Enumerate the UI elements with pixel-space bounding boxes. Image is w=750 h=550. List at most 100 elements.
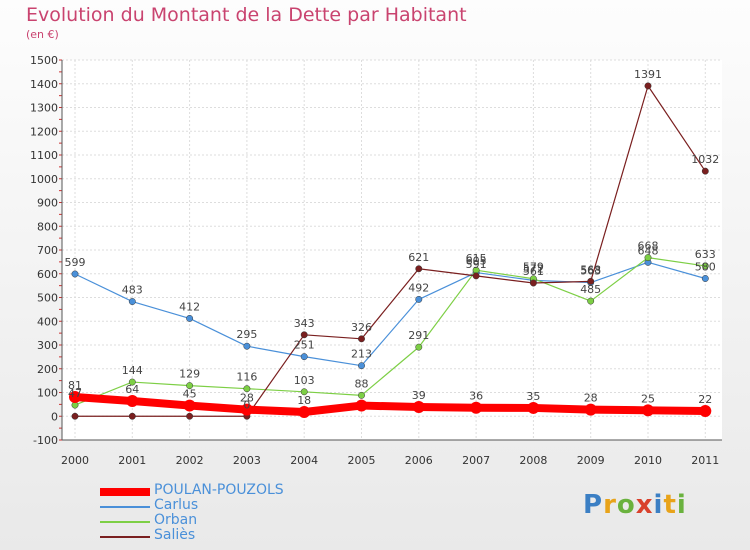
data-label: 64	[125, 383, 139, 396]
data-point	[470, 401, 483, 414]
data-point	[644, 82, 652, 90]
y-tick-label: 700	[37, 244, 58, 257]
data-point	[358, 335, 365, 343]
logo-letter: i	[676, 490, 687, 520]
x-tick-label: 2001	[118, 454, 146, 467]
data-point	[128, 298, 136, 305]
y-tick-label: 900	[37, 197, 58, 210]
data-label: 605	[466, 255, 487, 268]
data-label: 615	[466, 252, 487, 265]
legend-swatch-poulan-pouzols	[100, 488, 150, 496]
data-label: 1032	[691, 153, 719, 166]
data-point	[126, 395, 139, 408]
data-point	[701, 275, 709, 282]
y-tick-label: 1000	[30, 173, 58, 186]
data-label: 45	[183, 388, 197, 401]
data-label: 412	[179, 300, 200, 313]
data-label: 580	[695, 261, 716, 274]
line-chart: -100 0 100 200 300 400 500 600 700 800 900 1000 1100…	[30, 54, 722, 467]
data-point	[701, 167, 709, 175]
data-point	[243, 385, 251, 393]
data-point	[415, 265, 423, 273]
data-label: 251	[294, 339, 315, 352]
data-point	[587, 297, 595, 305]
data-label: 633	[695, 248, 716, 261]
y-tick-label: 300	[37, 339, 58, 352]
data-point	[71, 270, 79, 278]
data-label: 568	[580, 263, 601, 276]
data-label: 561	[523, 265, 544, 278]
data-point	[186, 412, 194, 420]
data-point	[415, 343, 423, 351]
x-tick-label: 2010	[634, 454, 662, 467]
logo-letter: x	[635, 490, 654, 520]
y-tick-label: 800	[37, 220, 58, 233]
data-label: 36	[469, 390, 483, 403]
chart-subtitle: (en €)	[26, 28, 59, 41]
y-tick-label: 0	[51, 410, 58, 423]
data-point	[240, 403, 253, 416]
y-tick-label: -100	[33, 434, 58, 447]
logo-letter: r	[603, 490, 617, 520]
data-label: 213	[351, 348, 372, 361]
data-label: 129	[179, 368, 200, 381]
data-label: 291	[408, 329, 429, 342]
data-label: 116	[236, 371, 257, 384]
y-tick-label: 500	[37, 292, 58, 305]
data-label: 88	[355, 377, 369, 390]
x-tick-label: 2005	[348, 454, 376, 467]
data-point	[415, 295, 423, 303]
data-point	[644, 254, 652, 262]
series-line-saliès	[74, 85, 706, 417]
data-label: 0	[243, 398, 250, 411]
data-label: 81	[68, 379, 82, 392]
data-label: 295	[236, 328, 257, 341]
data-point	[128, 378, 136, 386]
data-point	[358, 391, 365, 399]
data-point	[701, 262, 709, 270]
data-label: 35	[526, 390, 540, 403]
legend-label-carlus: Carlus	[154, 497, 199, 513]
legend-swatch-carlus	[100, 506, 150, 508]
data-label: 492	[408, 281, 429, 294]
data-label: 648	[638, 244, 659, 257]
chart-title: Evolution du Montant de la Dette par Hab…	[26, 4, 467, 26]
data-point	[699, 405, 712, 418]
data-point	[300, 331, 308, 339]
legend-label-poulan-pouzols: POULAN-POUZOLS	[154, 482, 284, 498]
legend-swatch-salies	[100, 536, 150, 538]
data-label: 343	[294, 317, 315, 330]
data-label: 621	[408, 251, 429, 264]
data-point	[472, 272, 480, 280]
data-label: 22	[698, 393, 712, 406]
data-point	[355, 399, 368, 412]
data-label: 579	[523, 261, 544, 274]
series-line-poulan-pouzols	[71, 393, 710, 416]
x-tick-label: 2008	[519, 454, 547, 467]
data-point	[358, 362, 365, 370]
data-point	[527, 401, 540, 414]
data-point	[300, 388, 308, 396]
data-label: 28	[584, 392, 598, 405]
legend-label-salies: Saliès	[154, 527, 196, 543]
x-tick-label: 2009	[577, 454, 605, 467]
x-tick-label: 2002	[176, 454, 204, 467]
data-point	[186, 314, 194, 322]
data-label: 483	[122, 284, 143, 297]
y-tick-label: 1400	[30, 78, 58, 91]
logo-letter: i	[653, 490, 664, 520]
legend-swatch-orban	[100, 521, 150, 523]
data-label: 572	[523, 262, 544, 275]
logo-letter: P	[583, 490, 604, 520]
data-point	[529, 279, 537, 287]
x-tick-label: 2006	[405, 454, 433, 467]
proxiti-logo: Proxiti	[583, 490, 687, 520]
legend-label-orban: Orban	[154, 512, 198, 528]
data-label: 668	[638, 240, 659, 253]
y-tick-label: 1100	[30, 149, 58, 162]
x-tick-label: 2011	[691, 454, 719, 467]
y-tick-label: 100	[37, 387, 58, 400]
data-point	[298, 405, 311, 418]
data-label: 103	[294, 374, 315, 387]
